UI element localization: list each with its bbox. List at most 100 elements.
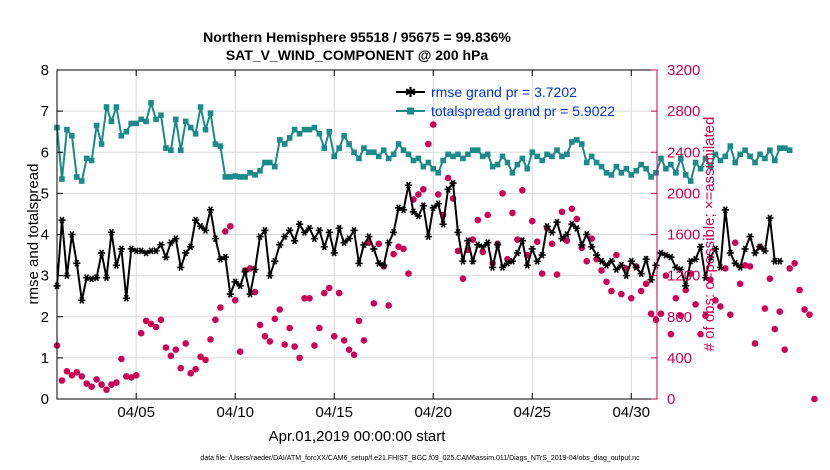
totalspread-point: [757, 151, 763, 158]
totalspread-point: [182, 118, 189, 125]
x-tick-label: 04/25: [513, 404, 551, 421]
obs-count-marker: [637, 287, 645, 295]
totalspread-point: [262, 159, 268, 166]
totalspread-point: [351, 149, 357, 156]
obs-count-marker: [83, 380, 91, 387]
totalspread-point: [524, 165, 531, 172]
obs-count-marker: [424, 140, 432, 148]
rmse-point: [231, 278, 239, 286]
rmse-point: [508, 257, 517, 265]
rmse-point: [187, 243, 195, 251]
obs-count-marker: [697, 330, 704, 338]
rmse-point: [746, 233, 754, 241]
obs-count-marker: [137, 329, 145, 337]
rmse-point: [563, 230, 571, 239]
obs-count-marker: [731, 239, 739, 247]
rmse-point: [73, 259, 81, 267]
totalspread-point: [603, 170, 610, 176]
x-tick-label: 04/05: [117, 404, 155, 421]
rmse-point: [192, 216, 200, 224]
rmse-point: [320, 243, 328, 251]
totalspread-point: [687, 178, 694, 184]
totalspread-point: [504, 159, 511, 166]
rmse-point: [315, 226, 323, 234]
rmse-point: [385, 239, 393, 247]
totalspread-point: [276, 137, 283, 143]
y-right-tick-label: 2400: [667, 144, 700, 161]
totalspread-point: [410, 157, 417, 164]
rmse-point: [677, 265, 685, 274]
rmse-point: [687, 257, 695, 265]
totalspread-point: [128, 120, 135, 127]
totalspread-point: [742, 147, 748, 153]
legend-spread-label: totalspread grand pr = 5.9022: [431, 103, 615, 119]
obs-count-marker: [286, 324, 293, 332]
rmse-point: [305, 224, 314, 232]
totalspread-point: [712, 151, 719, 158]
rmse-point: [296, 220, 304, 228]
totalspread-point: [539, 157, 545, 164]
totalspread-point: [237, 174, 243, 180]
rmse-point: [152, 247, 160, 255]
obs-count-marker: [246, 265, 254, 272]
obs-count-marker: [311, 342, 318, 349]
obs-count-marker: [771, 325, 779, 333]
rmse-point: [741, 245, 749, 253]
totalspread-point: [390, 151, 397, 158]
obs-count-marker: [276, 306, 284, 313]
totalspread-point: [430, 165, 437, 172]
totalspread-point: [341, 133, 347, 139]
chart-subtitle: SAT_V_WIND_COMPONENT @ 200 hPa: [226, 47, 489, 63]
y-left-tick-label: 0: [41, 391, 49, 408]
rmse-point: [88, 275, 96, 283]
rmse-point: [409, 208, 417, 216]
obs-count-marker: [335, 289, 343, 297]
totalspread-point: [762, 155, 768, 162]
grid-layer: [57, 70, 657, 399]
rmse-point: [469, 257, 477, 265]
totalspread-point: [494, 161, 501, 168]
totalspread-point: [371, 149, 377, 156]
legend: ✱ rmse grand pr = 3.7202 totalspread gra…: [396, 84, 615, 119]
totalspread-point: [509, 170, 516, 176]
totalspread-point: [64, 126, 70, 133]
rmse-point: [127, 245, 135, 253]
totalspread-point: [578, 141, 585, 147]
totalspread-point: [168, 147, 174, 153]
rmse-point: [291, 237, 299, 245]
obs-count-marker: [429, 121, 437, 128]
obs-count-marker: [420, 185, 427, 193]
rmse-point: [721, 206, 729, 214]
obs-count-marker: [791, 259, 798, 267]
y-left-tick-label: 5: [41, 185, 49, 202]
totalspread-point: [326, 128, 333, 135]
totalspread-point: [207, 110, 214, 116]
obs-count-marker: [781, 346, 789, 353]
rmse-point: [761, 247, 769, 255]
totalspread-point: [767, 147, 773, 153]
totalspread-point: [653, 170, 659, 176]
rmse-point: [706, 253, 715, 261]
totalspread-point: [643, 165, 649, 172]
obs-count-marker: [103, 386, 110, 394]
tick-layer: 04/05 04/10 04/15 04/20 04/25 04/300123456780…: [41, 62, 701, 421]
obs-count-marker: [692, 301, 699, 308]
obs-count-marker: [157, 316, 165, 324]
rmse-point: [464, 237, 472, 245]
rmse-point: [310, 235, 318, 243]
totalspread-point: [311, 124, 318, 131]
rmse-point: [523, 261, 531, 269]
totalspread-point: [331, 153, 338, 160]
obs-count-marker: [271, 315, 279, 323]
series-layer: [53, 99, 818, 403]
totalspread-point: [554, 147, 560, 153]
totalspread-point: [772, 157, 778, 164]
totalspread-point: [529, 149, 536, 156]
totalspread-point: [212, 141, 219, 147]
rmse-point: [592, 251, 601, 259]
rmse-point: [424, 233, 432, 241]
totalspread-point: [242, 174, 248, 180]
totalspread-point: [286, 135, 293, 141]
totalspread-point: [474, 147, 481, 153]
